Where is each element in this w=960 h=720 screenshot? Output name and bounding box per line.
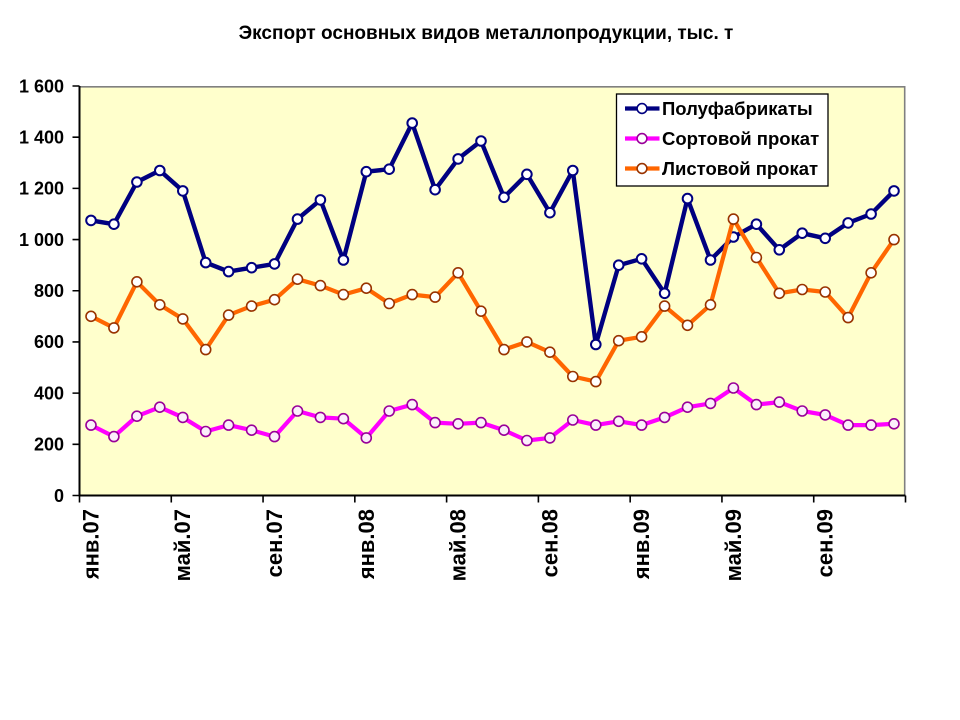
svg-text:май.08: май.08 [446, 509, 471, 581]
svg-text:Полуфабрикаты: Полуфабрикаты [662, 98, 813, 119]
svg-text:1 400: 1 400 [19, 128, 64, 148]
svg-text:800: 800 [34, 281, 64, 301]
svg-text:янв.09: янв.09 [629, 509, 654, 580]
svg-text:Сортовой прокат: Сортовой прокат [662, 128, 819, 149]
svg-text:янв.07: янв.07 [79, 509, 104, 580]
svg-text:сен.09: сен.09 [813, 509, 838, 577]
svg-text:1 200: 1 200 [19, 179, 64, 199]
svg-text:май.09: май.09 [721, 509, 746, 581]
svg-text:600: 600 [34, 332, 64, 352]
svg-text:1 000: 1 000 [19, 230, 64, 250]
svg-text:Листовой прокат: Листовой прокат [662, 158, 818, 179]
svg-text:Экспорт основных видов металло: Экспорт основных видов металлопродукции,… [239, 23, 734, 44]
svg-text:1 600: 1 600 [19, 76, 64, 96]
svg-text:май.07: май.07 [170, 509, 195, 581]
svg-text:сен.08: сен.08 [537, 509, 562, 577]
svg-text:400: 400 [34, 383, 64, 403]
svg-text:сен.07: сен.07 [262, 509, 287, 577]
svg-text:янв.08: янв.08 [354, 509, 379, 580]
svg-text:200: 200 [34, 435, 64, 455]
svg-text:0: 0 [54, 486, 64, 506]
